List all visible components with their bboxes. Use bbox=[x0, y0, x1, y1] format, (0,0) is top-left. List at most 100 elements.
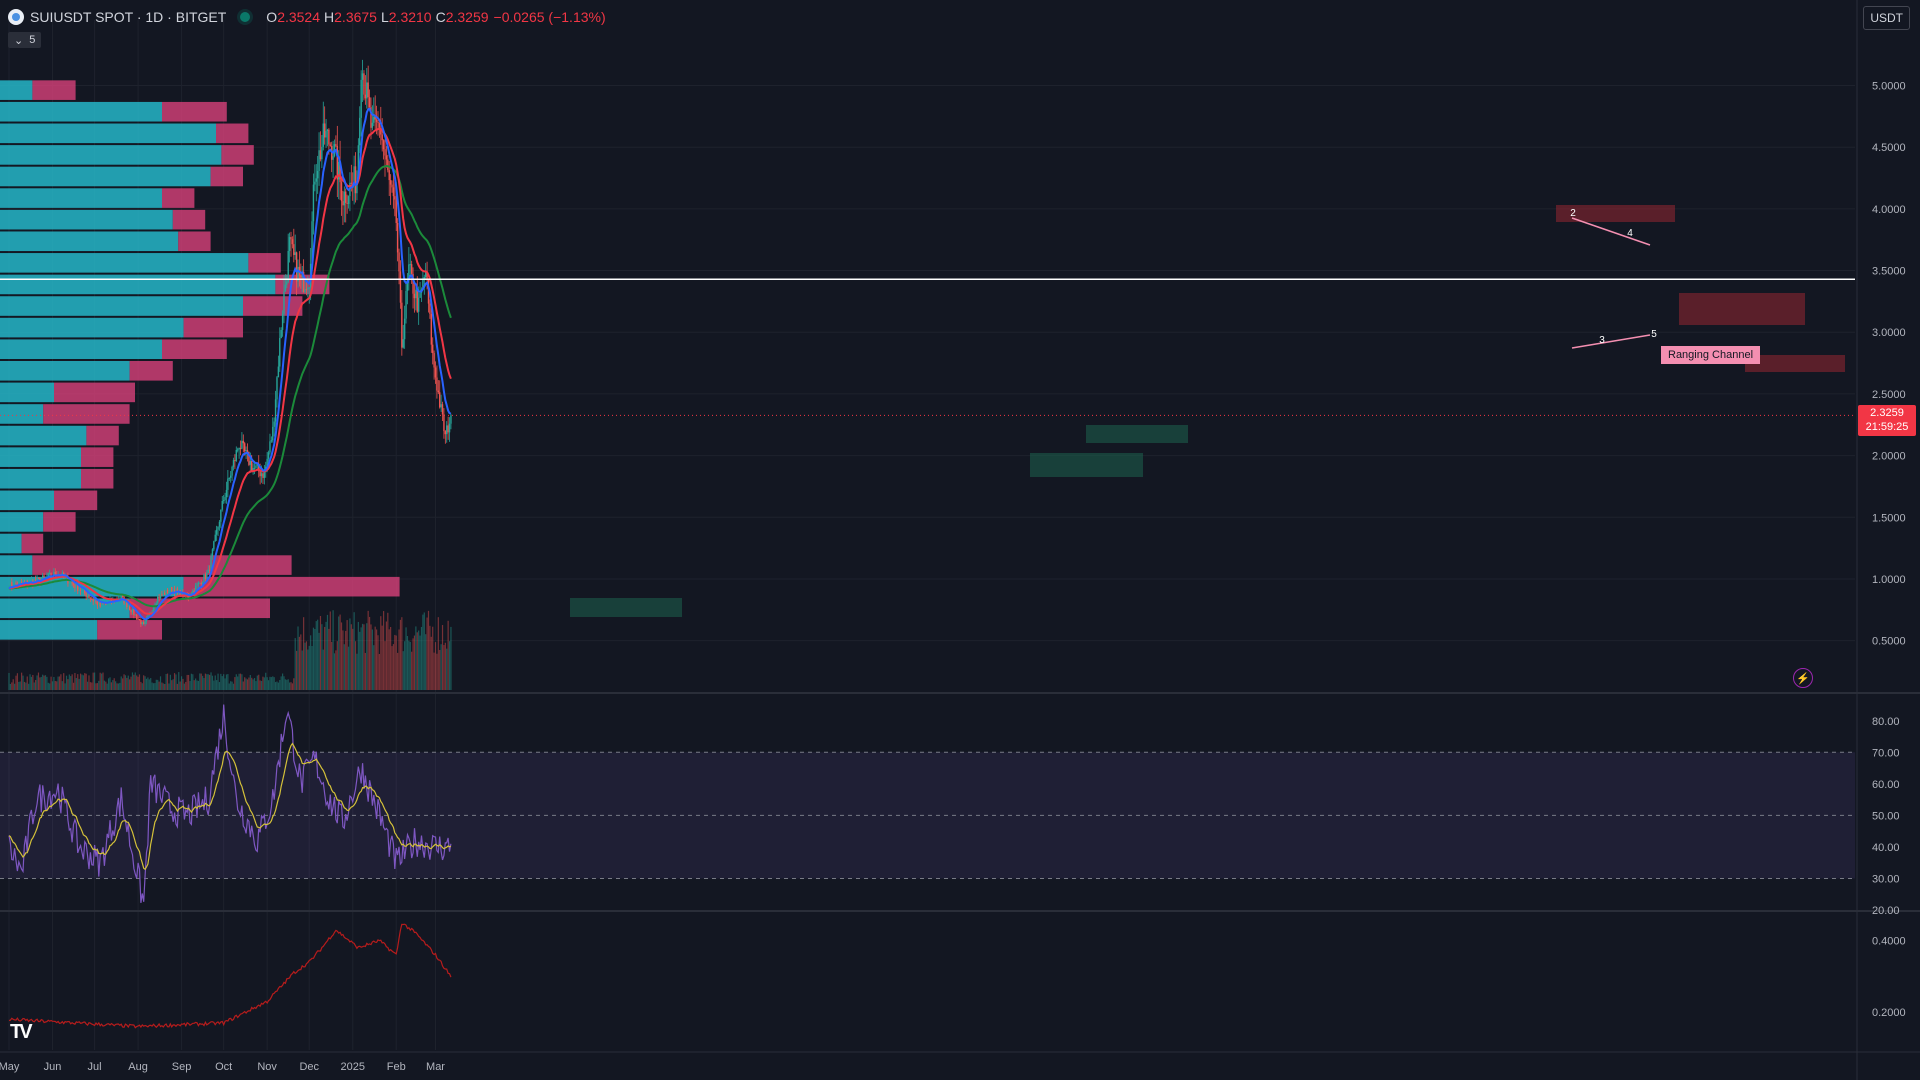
symbol-label[interactable]: SUIUSDT SPOT · 1D · BITGET bbox=[30, 9, 227, 25]
candle-body bbox=[441, 404, 444, 415]
candle-body bbox=[429, 303, 431, 314]
candle-body bbox=[8, 588, 10, 590]
candle-body bbox=[227, 478, 229, 490]
wave-point-label: 5 bbox=[1651, 329, 1657, 340]
open-value: 2.3524 bbox=[277, 9, 321, 25]
volume-bar bbox=[378, 653, 380, 690]
tradingview-logo[interactable]: TV bbox=[10, 1021, 32, 1043]
time-tick-label: Jun bbox=[44, 1061, 62, 1073]
currency-selector[interactable]: USDT bbox=[1863, 6, 1910, 30]
candle-body bbox=[293, 244, 295, 255]
volume-bar bbox=[192, 674, 194, 690]
candle-body bbox=[413, 293, 416, 299]
open-label: O bbox=[266, 9, 278, 25]
time-tick-label: May bbox=[0, 1061, 20, 1073]
candle-body bbox=[134, 614, 136, 616]
candle-body bbox=[307, 287, 309, 290]
candle-body bbox=[159, 594, 162, 599]
lightning-icon[interactable]: ⚡ bbox=[1793, 668, 1813, 688]
volume-bar bbox=[329, 611, 331, 690]
volume-bar bbox=[361, 623, 364, 690]
candle-body bbox=[225, 489, 228, 498]
candle-body bbox=[364, 94, 367, 99]
volume-bar bbox=[383, 611, 385, 690]
volume-bar bbox=[339, 614, 341, 690]
candle-body bbox=[204, 574, 207, 579]
candle-body bbox=[158, 596, 160, 599]
volume-bar bbox=[95, 683, 97, 690]
candle-body bbox=[220, 509, 222, 522]
candle-body bbox=[346, 202, 348, 204]
candle-body bbox=[415, 289, 417, 299]
candle-body bbox=[281, 313, 284, 330]
volume-bar bbox=[255, 681, 257, 690]
volume-bar bbox=[447, 620, 449, 690]
volume-bar bbox=[384, 641, 386, 690]
candle-body bbox=[221, 501, 223, 510]
wave-point-label: 4 bbox=[1627, 228, 1633, 239]
candle-body bbox=[328, 129, 330, 145]
supply-demand-zone bbox=[1556, 205, 1675, 222]
candle-body bbox=[315, 178, 317, 182]
volume-bar bbox=[310, 635, 312, 690]
volume-bar bbox=[399, 619, 402, 690]
volume-bar bbox=[77, 674, 79, 690]
volume-bar bbox=[242, 681, 244, 690]
time-tick-label: Feb bbox=[387, 1061, 406, 1073]
volume-bar bbox=[289, 682, 291, 690]
candle-body bbox=[72, 583, 75, 586]
volume-profile-sell-bar bbox=[162, 188, 195, 208]
volume-bar bbox=[71, 674, 73, 690]
candle-body bbox=[366, 82, 368, 99]
time-tick-label: 2025 bbox=[340, 1061, 364, 1073]
volume-bar bbox=[209, 674, 211, 690]
volume-bar bbox=[123, 674, 125, 690]
candle-body bbox=[89, 598, 92, 600]
volume-bar bbox=[279, 679, 281, 690]
ranging-channel-label[interactable]: Ranging Channel bbox=[1661, 346, 1761, 364]
volume-bar bbox=[202, 675, 204, 690]
volume-bar bbox=[119, 682, 121, 690]
volume-profile-buy-bar bbox=[0, 425, 87, 446]
volume-profile-sell-bar bbox=[129, 598, 270, 619]
indicator-collapse-button[interactable]: ⌄ 5 bbox=[8, 32, 42, 48]
volume-bar bbox=[332, 610, 334, 690]
volume-bar bbox=[161, 682, 163, 690]
volume-bar bbox=[253, 678, 256, 690]
candle-body bbox=[443, 414, 445, 432]
candle-body bbox=[430, 313, 433, 345]
volume-bar bbox=[446, 648, 448, 690]
candle-body bbox=[22, 581, 24, 584]
volume-bar bbox=[206, 674, 208, 690]
volume-bar bbox=[106, 683, 108, 690]
volume-profile-buy-bar bbox=[0, 490, 54, 511]
volume-bar bbox=[103, 680, 106, 690]
volume-bar bbox=[127, 675, 129, 690]
volume-bar bbox=[425, 634, 427, 690]
volume-bar bbox=[179, 681, 181, 690]
market-status-icon[interactable] bbox=[240, 12, 251, 22]
candle-body bbox=[288, 237, 291, 251]
volume-bar bbox=[176, 683, 178, 690]
candle-body bbox=[448, 423, 451, 433]
volume-bar bbox=[133, 674, 135, 690]
candle-body bbox=[103, 603, 106, 605]
volume-profile-buy-bar bbox=[0, 555, 33, 575]
rsi-tick-label: 30.00 bbox=[1872, 873, 1900, 885]
price-tick-label: 4.0000 bbox=[1872, 204, 1906, 216]
volume-bar bbox=[434, 642, 437, 690]
volume-bar bbox=[26, 676, 28, 690]
candle-body bbox=[95, 601, 97, 603]
volume-profile-buy-bar bbox=[0, 468, 81, 489]
volume-bar bbox=[328, 628, 330, 690]
volume-bar bbox=[207, 674, 209, 690]
volume-bar bbox=[19, 681, 21, 690]
candle-body bbox=[267, 452, 270, 459]
volume-bar bbox=[203, 678, 205, 690]
candle-body bbox=[335, 144, 337, 146]
candle-body bbox=[68, 583, 71, 585]
volume-bar bbox=[440, 644, 442, 690]
candle-body bbox=[408, 264, 410, 281]
candle-body bbox=[144, 621, 146, 625]
